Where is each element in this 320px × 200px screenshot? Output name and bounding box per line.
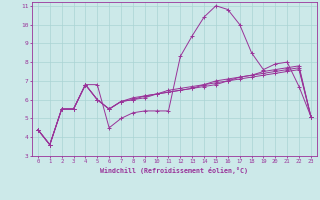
X-axis label: Windchill (Refroidissement éolien,°C): Windchill (Refroidissement éolien,°C) <box>100 167 248 174</box>
